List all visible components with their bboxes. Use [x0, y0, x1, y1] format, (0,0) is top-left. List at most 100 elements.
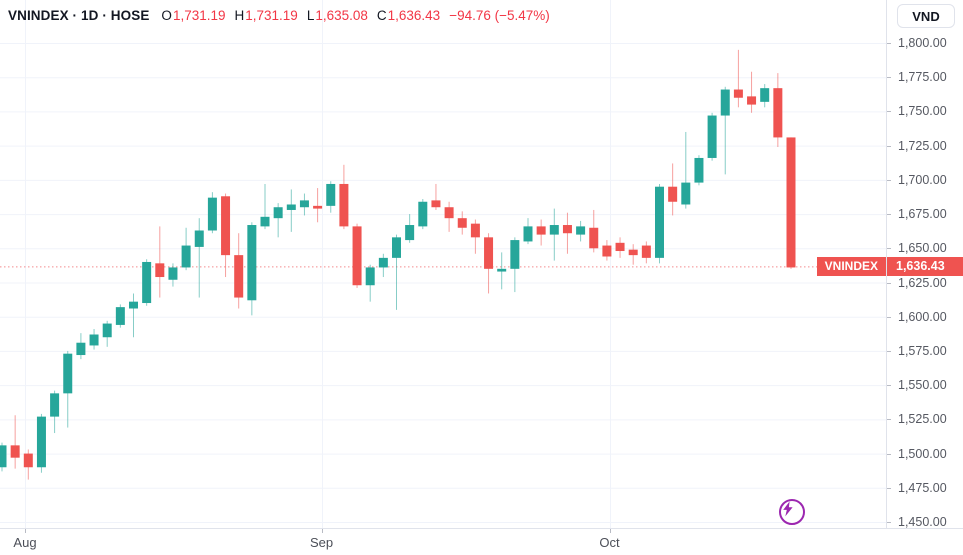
candlestick-chart [0, 0, 886, 528]
price-tick-mark [887, 77, 891, 79]
candlestick [378, 253, 388, 278]
candle-body [102, 323, 112, 338]
candlestick [733, 49, 743, 108]
candlestick [115, 304, 125, 328]
candlestick [418, 199, 428, 230]
candle-body [694, 157, 704, 183]
candlestick [523, 218, 533, 245]
candlestick [339, 164, 349, 230]
candle-body [576, 226, 586, 235]
candle-body [707, 115, 717, 158]
candlestick [707, 112, 717, 161]
candlestick [747, 71, 757, 113]
candlestick [641, 241, 651, 264]
time-tick-label: Oct [599, 535, 620, 550]
candle-body [628, 249, 638, 256]
candle-body [497, 268, 507, 272]
candle-body [313, 205, 323, 209]
candle-body [286, 204, 296, 210]
candlestick [76, 333, 86, 360]
price-tick-mark [887, 145, 891, 147]
candle-body [681, 182, 691, 205]
candle-body [352, 226, 362, 286]
candle-body [50, 393, 60, 417]
candlestick [260, 183, 270, 230]
candle-body [365, 267, 375, 286]
candlestick [155, 226, 165, 298]
candle-body [142, 261, 152, 304]
price-tick-label: 1,475.00 [898, 480, 947, 495]
candlestick [10, 415, 20, 469]
close-value: 1,636.43 [387, 8, 441, 23]
price-tick-label: 1,800.00 [898, 36, 947, 50]
candle-body [523, 226, 533, 242]
candle-body [641, 245, 651, 258]
candlestick [576, 220, 586, 242]
price-tick-label: 1,500.00 [898, 446, 947, 461]
candle-body [668, 186, 678, 202]
price-axis[interactable]: VND 1,636.43 1,800.00 1,775.00 1,750.00 1,7… [886, 0, 963, 529]
candle-body [747, 96, 757, 105]
candlestick [786, 137, 796, 269]
candlestick [549, 208, 559, 261]
candlestick [773, 73, 783, 148]
price-tick-mark [887, 179, 891, 181]
chart-pane[interactable]: VNINDEX · 1D · HOSE O 1,731.19 H 1,731.1… [0, 0, 886, 528]
candle-body [549, 225, 559, 235]
price-tick-mark [887, 487, 891, 489]
candlestick [299, 193, 309, 216]
price-tick-mark [887, 43, 891, 44]
candle-body [36, 416, 46, 468]
symbol-interval-exchange[interactable]: VNINDEX · 1D · HOSE [8, 8, 150, 23]
candle-body [326, 183, 336, 206]
candlestick [365, 264, 375, 302]
price-tick-label: 1,450.00 [898, 515, 947, 529]
price-tick-mark [887, 282, 891, 284]
candle-body [602, 245, 612, 257]
candlestick [760, 84, 770, 108]
candle-body [168, 267, 178, 280]
candlestick [615, 237, 625, 258]
candle-body [194, 230, 204, 247]
candlestick [207, 192, 217, 234]
high-label: H [234, 8, 245, 23]
candle-body [221, 196, 231, 256]
candle-body [470, 223, 480, 238]
time-tick-label: Sep [309, 535, 334, 550]
candlestick [470, 219, 480, 254]
time-axis[interactable]: Aug Sep Oct [0, 528, 963, 555]
candle-body [247, 225, 257, 301]
candle-body [0, 445, 7, 468]
candlestick [602, 240, 612, 261]
time-tick-mark [609, 529, 611, 533]
candlestick [234, 233, 244, 309]
candlestick [36, 413, 46, 473]
candlestick [247, 222, 257, 316]
candlestick [181, 227, 191, 271]
price-tick-label: 1,550.00 [898, 378, 947, 393]
candlestick [457, 211, 467, 235]
candle-body [615, 242, 625, 252]
candle-body [129, 301, 138, 309]
candle-body [63, 353, 73, 394]
price-tick-label: 1,625.00 [898, 275, 947, 290]
price-tick-label: 1,775.00 [898, 70, 947, 85]
currency-toggle-button[interactable]: VND [897, 4, 955, 28]
price-line-symbol-tag: VNINDEX [816, 257, 886, 277]
time-tick-mark [25, 529, 26, 533]
candle-body [444, 207, 454, 219]
candlestick [562, 212, 572, 254]
quick-trade-button[interactable] [779, 499, 805, 525]
candlestick [0, 442, 7, 472]
candlestick [142, 259, 152, 306]
candlestick [536, 219, 546, 246]
price-tick-mark [887, 385, 891, 387]
high-value: 1,731.19 [245, 8, 298, 23]
candlestick [286, 189, 296, 232]
candlestick [273, 203, 283, 238]
candle-body [155, 263, 165, 278]
candlestick [102, 320, 112, 347]
candle-body [760, 88, 770, 102]
chart-legend[interactable]: VNINDEX · 1D · HOSE O 1,731.19 H 1,731.1… [8, 7, 550, 25]
